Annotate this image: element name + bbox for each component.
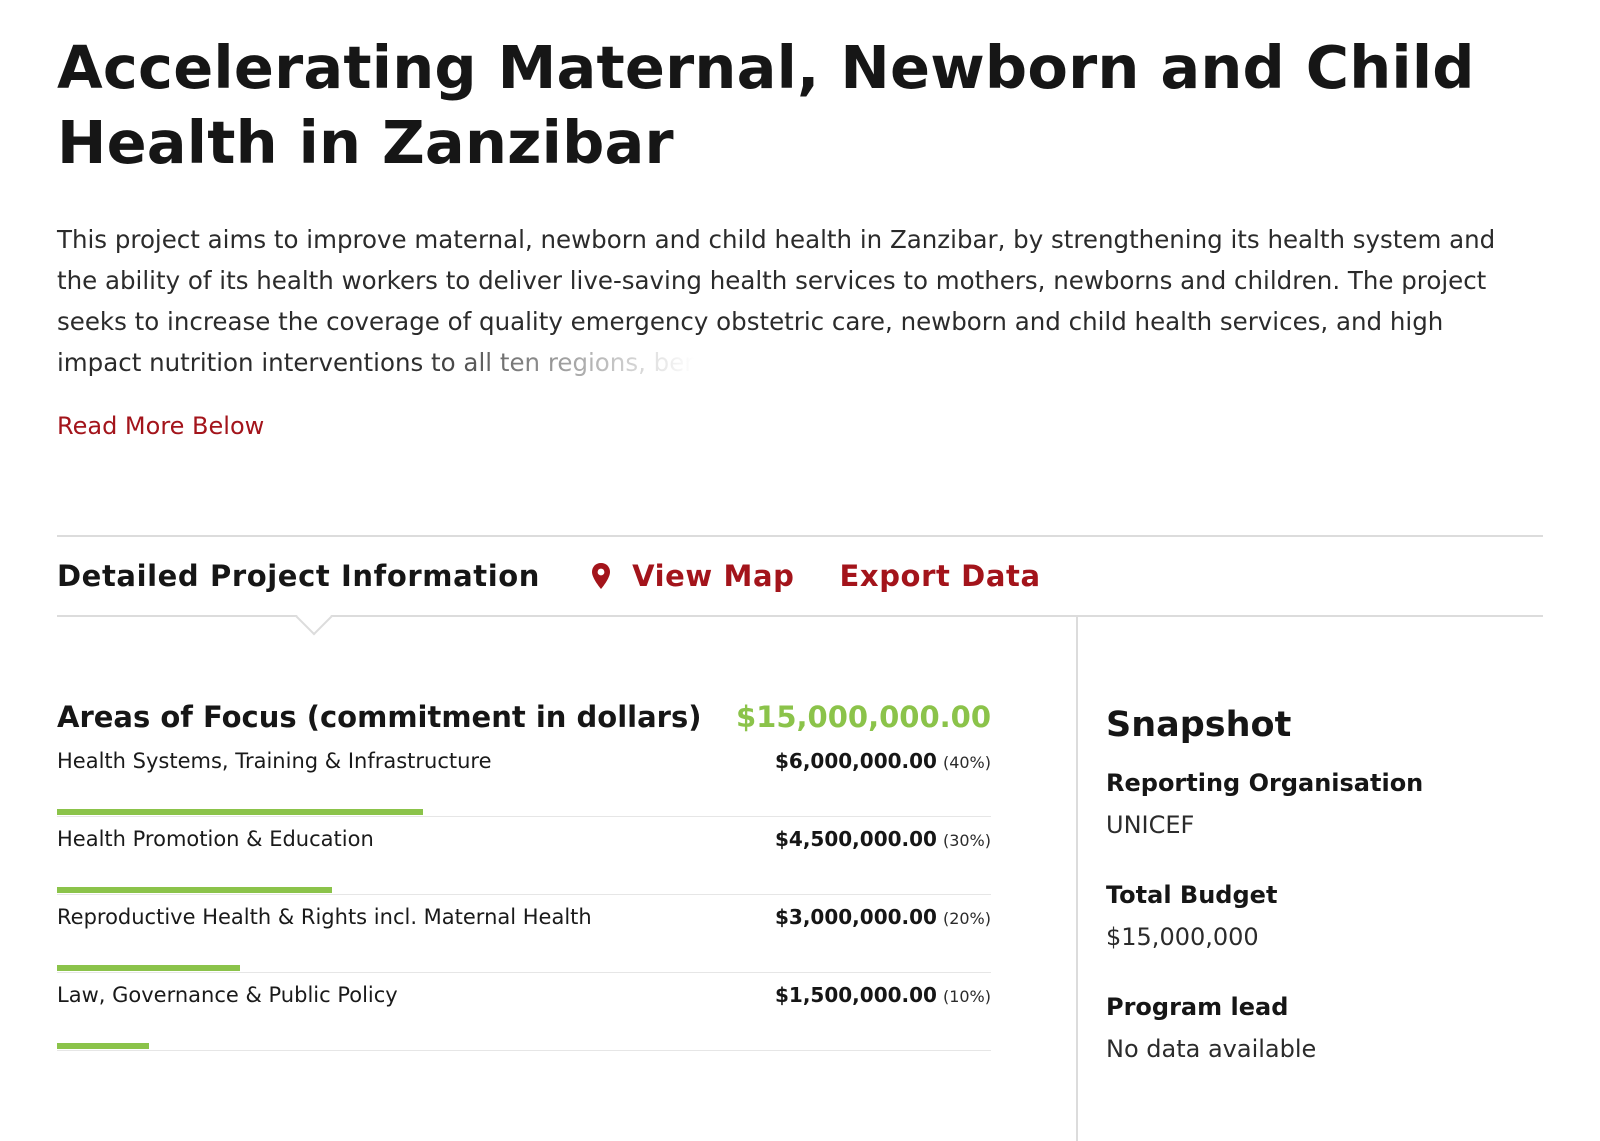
view-map-link[interactable]: View Map (590, 559, 794, 593)
active-tab-caret (295, 598, 333, 636)
focus-row-amount-value: $4,500,000.00 (775, 827, 937, 851)
focus-row-amount-value: $3,000,000.00 (775, 905, 937, 929)
areas-of-focus: Areas of Focus (commitment in dollars) $… (57, 695, 991, 1051)
intro-text: This project aims to improve maternal, n… (57, 225, 1496, 377)
focus-row-bar (57, 887, 332, 893)
snapshot-title: Snapshot (1106, 705, 1292, 745)
program-lead-label: Program lead (1106, 993, 1289, 1021)
program-lead-value: No data available (1106, 1035, 1317, 1063)
focus-row: Reproductive Health & Rights incl. Mater… (57, 895, 991, 973)
view-map-label: View Map (632, 559, 795, 593)
intro-faded-text: interventions to all ten regions, ber (261, 348, 695, 377)
page-title: Accelerating Maternal, Newborn and Child… (57, 33, 1475, 177)
focus-row-percent: (20%) (942, 909, 991, 928)
focus-list: Health Systems, Training & Infrastructur… (57, 739, 991, 1051)
column-divider (1076, 616, 1078, 1141)
focus-row-percent: (30%) (942, 831, 991, 850)
total-budget-value: $15,000,000 (1106, 923, 1259, 951)
focus-row-bar (57, 1043, 149, 1049)
focus-row-label: Reproductive Health & Rights incl. Mater… (57, 905, 592, 929)
focus-row-label: Health Systems, Training & Infrastructur… (57, 749, 492, 773)
focus-row-amount: $6,000,000.00 (40%) (775, 749, 991, 773)
tabs-bottom-divider (57, 615, 1543, 617)
focus-row-label: Health Promotion & Education (57, 827, 374, 851)
focus-row-percent: (10%) (942, 987, 991, 1006)
focus-row-bar (57, 809, 423, 815)
reporting-organisation-label: Reporting Organisation (1106, 769, 1424, 797)
focus-row-bar (57, 965, 240, 971)
areas-of-focus-header: Areas of Focus (commitment in dollars) $… (57, 695, 991, 739)
focus-row-percent: (40%) (942, 753, 991, 772)
project-tabs: Detailed Project Information View Map Ex… (57, 556, 1041, 596)
focus-row: Law, Governance & Public Policy $1,500,0… (57, 973, 991, 1051)
total-budget-label: Total Budget (1106, 881, 1278, 909)
focus-row-amount: $3,000,000.00 (20%) (775, 905, 991, 929)
focus-row-label: Law, Governance & Public Policy (57, 983, 398, 1007)
reporting-organisation-value: UNICEF (1106, 811, 1195, 839)
project-intro: This project aims to improve maternal, n… (57, 219, 1497, 383)
focus-row-amount: $1,500,000.00 (10%) (775, 983, 991, 1007)
areas-of-focus-title: Areas of Focus (commitment in dollars) (57, 700, 702, 734)
focus-row-amount-value: $6,000,000.00 (775, 749, 937, 773)
tab-detailed-project-information[interactable]: Detailed Project Information (57, 559, 541, 593)
focus-row-amount: $4,500,000.00 (30%) (775, 827, 991, 851)
focus-row: Health Promotion & Education $4,500,000.… (57, 817, 991, 895)
tabs-top-divider (57, 535, 1543, 537)
map-pin-icon (592, 563, 611, 589)
export-data-link[interactable]: Export Data (839, 559, 1041, 593)
focus-row-amount-value: $1,500,000.00 (775, 983, 937, 1007)
read-more-link[interactable]: Read More Below (57, 412, 265, 440)
areas-of-focus-total: $15,000,000.00 (735, 700, 991, 734)
focus-row: Health Systems, Training & Infrastructur… (57, 739, 991, 817)
snapshot-panel: Snapshot Reporting Organisation UNICEF T… (1106, 705, 1526, 1105)
